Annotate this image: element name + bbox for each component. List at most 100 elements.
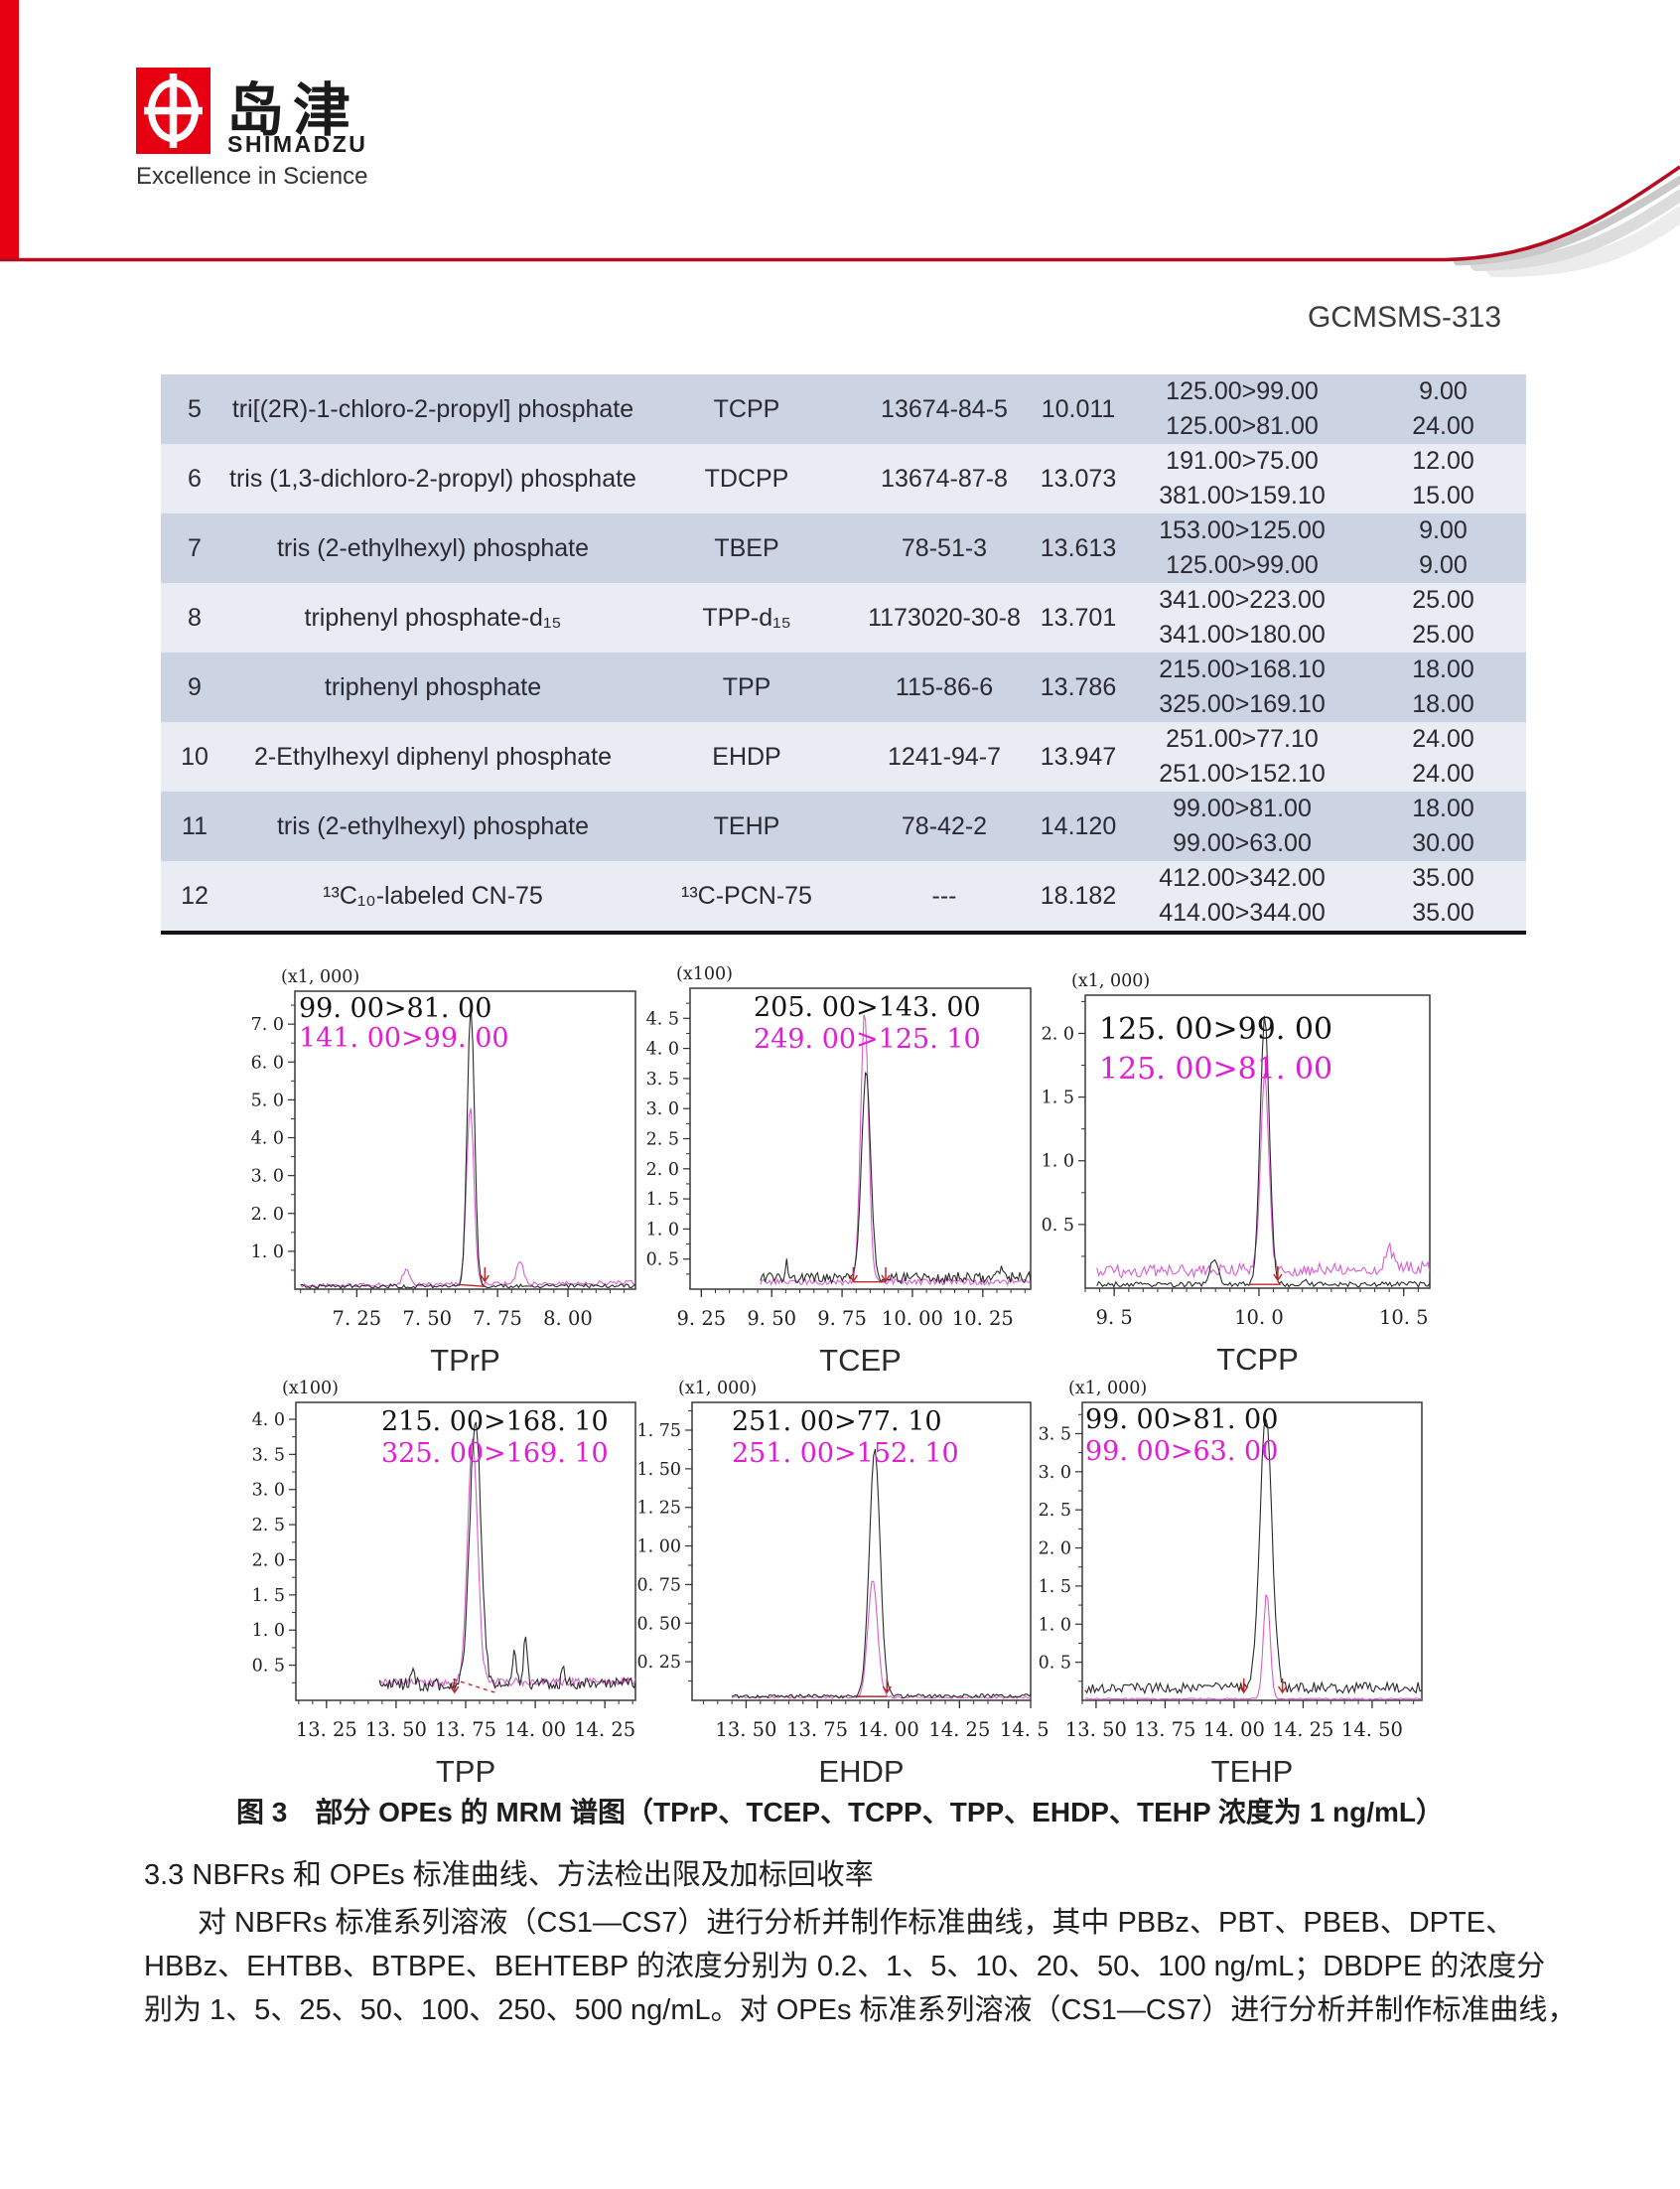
x-tick-label: 14. 00 — [858, 1718, 919, 1741]
transition-annotation: 249. 00>125. 10 — [754, 1024, 981, 1055]
cell-cas-number: --- — [931, 881, 957, 910]
peak-marker-arrowhead — [480, 1274, 490, 1283]
y-tick-label: 0. 75 — [636, 1575, 681, 1595]
cell-mrm-transitions-line: 341.00>180.00 — [1159, 621, 1326, 649]
cell-collision-energies-line: 9.00 — [1419, 377, 1468, 405]
y-tick-label: 2. 5 — [252, 1516, 285, 1535]
y-tick-label: 3. 5 — [1039, 1424, 1071, 1444]
cell-compound-name: tris (2-ethylhexyl) phosphate — [276, 811, 590, 840]
cell-mrm-transitions-line: 325.00>169.10 — [1159, 690, 1326, 718]
cell-no: 6 — [188, 464, 202, 493]
transition-annotation: 205. 00>143. 00 — [754, 992, 981, 1023]
cell-abbreviation: TDCPP — [704, 464, 789, 493]
trace-141.00>99.00 — [300, 1107, 636, 1289]
cell-compound-name: triphenyl phosphate — [324, 672, 542, 701]
cell-collision-energies-line: 24.00 — [1412, 725, 1474, 753]
cell-collision-energies: 9.00 24.00 — [1360, 374, 1526, 444]
x-tick-label: 13. 50 — [1065, 1718, 1127, 1741]
chart-title: TCPP — [1216, 1342, 1299, 1377]
y-tick-label: 0. 50 — [636, 1614, 681, 1634]
x-tick-label: 14. 50 — [1000, 1718, 1050, 1741]
y-tick-label: 4. 0 — [252, 1410, 285, 1430]
y-tick-label: 1. 5 — [1042, 1089, 1074, 1108]
swoosh-shadow-mid — [1470, 190, 1680, 271]
cell-mrm-transitions-line: 125.00>99.00 — [1166, 377, 1319, 405]
transition-annotation: 125. 00>99. 00 — [1099, 1012, 1332, 1047]
y-tick-label: 6. 0 — [251, 1053, 284, 1073]
header-swoosh — [0, 165, 1680, 278]
y-tick-label: 1. 0 — [1042, 1152, 1074, 1172]
cell-mrm-transitions-line: 99.00>81.00 — [1173, 795, 1312, 822]
y-tick-label: 3. 5 — [646, 1070, 679, 1090]
doc-number: GCMSMS-313 — [1307, 301, 1501, 334]
x-tick-label: 13. 25 — [296, 1718, 357, 1741]
trace-125.00>81.00 — [1096, 1073, 1431, 1279]
chart-title: TCEP — [819, 1343, 902, 1378]
cell-mrm-transitions: 125.00>99.00 125.00>81.00 — [1124, 374, 1360, 444]
table-bottom-border — [161, 931, 1526, 935]
logo-tagline: Excellence in Science — [136, 163, 368, 190]
y-tick-label: 0. 5 — [646, 1250, 679, 1270]
x-tick-label: 14. 00 — [504, 1718, 566, 1741]
paragraph-line-3: 别为 1、5、25、50、100、250、500 ng/mL。对 OPEs 标准… — [144, 1994, 1577, 2026]
x-tick-label: 14. 25 — [1272, 1718, 1333, 1741]
peak-marker-arrowhead — [882, 1685, 892, 1694]
y-tick-label: 0. 5 — [1039, 1654, 1071, 1674]
plot-border — [1084, 994, 1431, 1289]
transition-annotation: 325. 00>169. 10 — [381, 1438, 609, 1469]
cell-mrm-transitions: 99.00>81.00 99.00>63.00 — [1124, 792, 1360, 861]
cell-mrm-transitions: 215.00>168.10 325.00>169.10 — [1124, 653, 1360, 722]
cell-collision-energies-line: 25.00 — [1412, 586, 1474, 614]
cell-collision-energies: 18.00 18.00 — [1360, 653, 1526, 722]
cell-collision-energies: 24.00 24.00 — [1360, 722, 1526, 792]
cell-mrm-transitions-line: 251.00>152.10 — [1159, 760, 1326, 788]
cell-mrm-transitions-line: 341.00>223.00 — [1159, 586, 1326, 614]
y-tick-label: 0. 5 — [252, 1657, 285, 1677]
paragraph-line-2: HBBz、EHTBB、BTBPE、BEHTEBP 的浓度分别为 0.2、1、5、… — [144, 1951, 1546, 1982]
cell-collision-energies: 18.00 30.00 — [1360, 792, 1526, 861]
transition-annotation: 99. 00>81. 00 — [1085, 1404, 1278, 1435]
cell-retention-time: 13.947 — [1040, 742, 1117, 771]
x-tick-label: 9. 75 — [817, 1307, 867, 1330]
axis-scale-label: (x1, 000) — [1068, 1379, 1147, 1398]
x-tick-label: 10. 25 — [952, 1307, 1014, 1330]
y-tick-label: 3. 0 — [251, 1167, 284, 1187]
cell-compound-name: triphenyl phosphate-d₁₅ — [304, 603, 562, 632]
y-tick-label: 3. 0 — [1039, 1463, 1071, 1483]
x-tick-label: 13. 75 — [435, 1718, 496, 1741]
transition-annotation: 215. 00>168. 10 — [381, 1406, 609, 1437]
peak-marker-arrowhead — [1239, 1685, 1249, 1694]
trace-99.00>81.00 — [300, 1004, 636, 1289]
cell-abbreviation: TPP — [722, 672, 771, 701]
chromatogram-panel-TEHP: (x1, 000) 0. 5 1. 0 1. 5 2. 0 2. 5 3. 0 3. 5 13.… — [1039, 1379, 1423, 1789]
plot-border — [691, 1401, 1032, 1701]
transition-annotation: 99. 00>63. 00 — [1085, 1436, 1278, 1467]
y-tick-label: 1. 5 — [252, 1586, 285, 1606]
peak-marker-arrowhead — [1277, 1685, 1288, 1694]
cell-compound-name: 2-Ethylhexyl diphenyl phosphate — [254, 742, 612, 771]
y-tick-label: 3. 5 — [252, 1445, 285, 1465]
chart-title: TPrP — [430, 1343, 500, 1378]
cell-retention-time: 10.011 — [1041, 394, 1116, 423]
x-tick-label: 13. 50 — [365, 1718, 427, 1741]
cell-collision-energies-line: 12.00 — [1412, 447, 1474, 475]
x-tick-label: 10. 00 — [882, 1307, 943, 1330]
x-tick-label: 9. 25 — [677, 1307, 727, 1330]
x-tick-label: 13. 75 — [786, 1718, 848, 1741]
cell-cas-number: 1241-94-7 — [888, 742, 1001, 771]
y-tick-label: 1. 0 — [1039, 1615, 1071, 1635]
y-tick-label: 2. 0 — [252, 1550, 285, 1570]
cell-no: 8 — [188, 603, 202, 632]
x-tick-label: 9. 50 — [747, 1307, 796, 1330]
swoosh-shadow-light — [1486, 207, 1680, 278]
y-tick-label: 2. 5 — [646, 1130, 679, 1150]
x-tick-label: 7. 75 — [473, 1307, 522, 1330]
table-row: 5 tri[(2R)-1-chloro-2-propyl] phosphate TC… — [161, 374, 1526, 444]
plot-border — [1081, 1401, 1423, 1701]
chromatogram-panel-TCPP: (x1, 000) 0. 5 1. 0 1. 5 2. 0 9. 5 10. 0 10. 5 1… — [1042, 971, 1431, 1377]
table-row: 10 2-Ethylhexyl diphenyl phosphate EHDP 124… — [161, 722, 1526, 792]
cell-no: 11 — [182, 811, 208, 840]
y-tick-label: 2. 0 — [1039, 1539, 1071, 1559]
cell-abbreviation: EHDP — [712, 742, 781, 771]
table-row: 8 triphenyl phosphate-d₁₅ TPP-d₁₅ 1173020-3… — [161, 583, 1526, 653]
